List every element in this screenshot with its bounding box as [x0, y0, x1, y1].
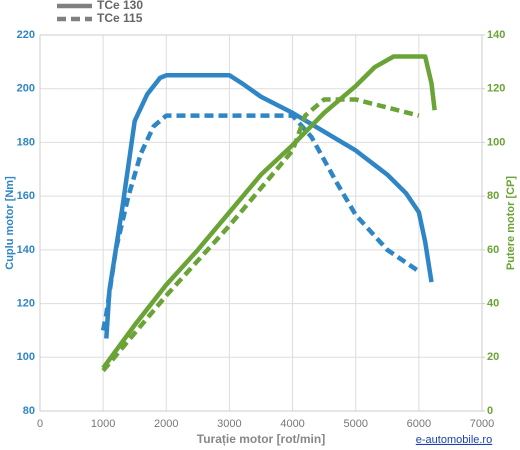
y2-tick-label: 0	[487, 405, 493, 417]
y-tick-label: 200	[17, 83, 35, 95]
x-axis-title: Turație motor [rot/min]	[197, 432, 325, 446]
y-tick-label: 80	[23, 405, 35, 417]
y-tick-label: 160	[17, 190, 35, 202]
y-tick-label: 220	[17, 29, 35, 41]
x-tick-label: 1000	[91, 418, 115, 430]
x-tick-label: 2000	[154, 418, 178, 430]
y-axis-title: Cuplu motor [Nm]	[4, 176, 16, 270]
y-tick-label: 140	[17, 244, 35, 256]
y-tick-label: 180	[17, 136, 35, 148]
y-tick-label: 100	[17, 351, 35, 363]
x-tick-label: 7000	[470, 418, 494, 430]
x-tick-label: 0	[37, 418, 43, 430]
y2-tick-label: 20	[487, 351, 499, 363]
x-tick-label: 5000	[343, 418, 367, 430]
legend-label: TCe 130	[97, 0, 143, 12]
y2-tick-label: 100	[487, 136, 505, 148]
x-tick-label: 3000	[217, 418, 241, 430]
plot-frame	[39, 34, 483, 412]
line	[104, 73, 434, 339]
y-tick-label: 120	[17, 297, 35, 309]
x-tick-label: 4000	[280, 418, 304, 430]
y2-tick-label: 60	[487, 244, 499, 256]
x-tick-label: 6000	[407, 418, 431, 430]
legend-label: TCe 115	[97, 11, 143, 25]
line	[100, 113, 421, 331]
source-link[interactable]: e-automobile.ro	[416, 434, 492, 446]
y2-axis-title: Putere motor [CP]	[505, 176, 517, 270]
y2-tick-label: 80	[487, 190, 499, 202]
y2-tick-label: 40	[487, 297, 499, 309]
y2-tick-label: 140	[487, 29, 505, 41]
line	[101, 54, 437, 370]
line	[101, 97, 420, 373]
y2-tick-label: 120	[487, 83, 505, 95]
